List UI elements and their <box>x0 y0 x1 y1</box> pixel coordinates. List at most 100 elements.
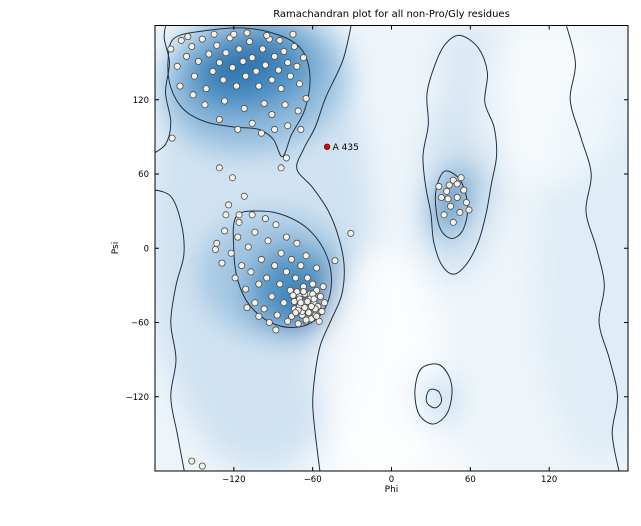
residue-point <box>202 85 210 93</box>
x-axis-label: Phi <box>384 485 399 495</box>
residue-point <box>282 233 290 241</box>
residue-point <box>301 304 309 312</box>
residue-point <box>228 174 236 182</box>
residue-point <box>319 283 327 291</box>
residue-point <box>302 252 310 260</box>
residue-point <box>313 312 321 320</box>
density-contour <box>414 363 453 425</box>
residue-point <box>182 52 190 60</box>
residue-point <box>443 187 451 195</box>
residue-point <box>299 54 307 62</box>
residue-point <box>190 72 198 80</box>
x-tick-label: 60 <box>465 475 476 485</box>
highlighted-residue-label: A 435 <box>333 143 359 153</box>
residue-point <box>244 243 252 251</box>
residue-point <box>272 326 280 334</box>
residue-point <box>453 180 461 188</box>
residue-point <box>260 305 268 313</box>
residue-point <box>259 45 267 53</box>
residue-point <box>257 255 265 263</box>
axes-frame <box>154 25 629 472</box>
residue-point <box>265 318 273 326</box>
residue-point <box>280 299 288 307</box>
residue-point <box>205 50 213 58</box>
residue-point <box>255 280 263 288</box>
residue-point <box>257 129 265 137</box>
residue-point <box>307 302 315 310</box>
residue-point <box>310 295 318 303</box>
tick-labels: −120 −60 0 60 120 −120 −60 0 60 120 <box>126 96 558 485</box>
residue-point <box>189 91 197 99</box>
residue-point <box>274 66 282 74</box>
residue-point <box>273 311 281 319</box>
residue-point <box>282 268 290 276</box>
residue-point <box>277 164 285 172</box>
residue-point <box>218 259 226 267</box>
residue-point <box>243 304 251 312</box>
residue-point <box>232 82 240 90</box>
residue-point <box>264 237 272 245</box>
residue-point <box>295 80 303 88</box>
residue-point <box>303 297 311 305</box>
residue-point <box>302 95 310 103</box>
residue-point <box>449 218 457 226</box>
residue-point <box>255 312 263 320</box>
residue-point <box>242 285 250 293</box>
residue-point <box>277 249 285 257</box>
residue-point <box>227 249 235 257</box>
residue-point <box>234 125 242 133</box>
residue-point <box>444 195 452 203</box>
residue-point <box>294 320 302 328</box>
residue-point <box>284 122 292 130</box>
residue-point <box>213 239 221 247</box>
contour-layer <box>155 25 620 471</box>
residue-point <box>453 193 461 201</box>
residue-point <box>284 317 292 325</box>
residue-point <box>222 49 230 57</box>
residue-point <box>320 299 328 307</box>
residue-point <box>188 457 196 465</box>
residue-point <box>210 30 218 38</box>
residue-point <box>309 280 317 288</box>
residue-point <box>331 257 339 265</box>
residue-point <box>289 291 297 299</box>
residue-point <box>318 307 326 315</box>
y-tick-label: 60 <box>138 170 149 180</box>
residue-point <box>445 181 453 189</box>
highlighted-residue-marker <box>323 143 331 150</box>
density-contour <box>565 25 620 471</box>
residue-point <box>242 72 250 80</box>
residue-point <box>228 64 236 72</box>
residue-point <box>221 227 229 235</box>
residue-point <box>252 67 260 75</box>
residue-point <box>188 43 196 51</box>
residue-point <box>263 31 271 39</box>
residue-point <box>247 268 255 276</box>
residue-point <box>272 221 280 229</box>
residue-point <box>271 262 279 270</box>
residue-point <box>313 264 321 272</box>
residue-point <box>168 134 176 142</box>
density-contour <box>425 388 443 409</box>
highlighted-residue: A 435 <box>323 143 359 153</box>
residue-point <box>297 262 305 270</box>
residue-point <box>456 208 464 216</box>
x-tick-label: −60 <box>304 475 322 485</box>
residue-point <box>347 229 355 237</box>
residue-point <box>292 309 300 317</box>
residue-point <box>284 59 292 67</box>
residue-point <box>176 82 184 90</box>
residue-point <box>294 107 302 115</box>
residue-point <box>222 211 230 219</box>
density-contour <box>155 25 172 154</box>
residue-point <box>240 104 248 112</box>
residue-point <box>255 82 263 90</box>
y-axis-label: Psi <box>111 241 121 255</box>
residue-point <box>268 292 276 300</box>
density-blob <box>317 248 445 471</box>
tick-marks <box>155 25 628 471</box>
residue-point <box>167 45 175 53</box>
residue-point <box>290 43 298 51</box>
residue-point <box>213 41 221 49</box>
